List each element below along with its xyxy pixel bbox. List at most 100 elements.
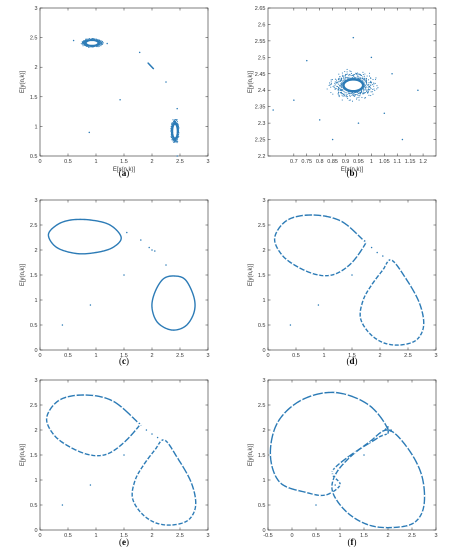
trajectory-point [329,84,331,86]
loop-gap [297,266,300,269]
y-tick-label: 2 [262,248,265,254]
data-point [334,484,336,486]
trajectory-point [359,73,362,75]
data-point [123,274,125,276]
y-axis-label: E[y(n,k)] [248,71,254,94]
loop-gap [362,239,365,241]
trajectory-point [337,83,339,85]
trajectory-point [344,77,346,79]
data-point [165,81,167,83]
trajectory-point [364,73,366,75]
trajectory-point [175,119,178,121]
trajectory-point [353,75,355,78]
trajectory-point [346,71,348,73]
trajectory-point [344,93,346,95]
data-point [389,430,392,432]
trajectory-point [98,45,101,47]
trajectory-point [377,87,379,89]
loop-gap [351,261,353,264]
loop-gap [69,446,72,449]
trajectory-point [80,43,82,45]
trajectory-point [362,80,364,82]
loop-gap [331,469,334,472]
trajectory-point [356,97,358,99]
loop-gap [404,276,407,279]
loop-gap [392,344,395,346]
loop-gap [293,216,296,218]
loop-gap [148,518,151,521]
trajectory-point [350,71,352,73]
data-point [61,504,64,506]
trajectory-point [339,85,341,87]
loop-gap [279,481,281,484]
x-tick-label: 0.5 [64,159,72,165]
trajectory-point [334,88,336,90]
trajectory-point [99,40,101,42]
trajectory-point [338,94,340,96]
trajectory-point [360,90,363,92]
data-layer [45,394,197,526]
trajectory-point [173,119,175,121]
trajectory-point [361,89,363,91]
trajectory-point [346,93,348,96]
data-point [315,504,317,506]
trajectory-point [171,129,173,131]
loop-gap [182,521,185,524]
trajectory-point [176,134,178,136]
data-point [384,428,387,430]
data-point [376,251,378,254]
trajectory-point [176,135,178,137]
trajectory-point [365,89,367,91]
loop-gap [128,435,131,438]
trajectory-point [371,91,373,93]
trajectory-point [170,126,172,128]
trajectory-point [332,93,334,95]
trajectory-point [342,75,344,77]
trajectory-point [171,126,174,128]
data-point [123,454,125,456]
trajectory-point [330,83,332,85]
loop-gap [334,477,337,480]
trajectory-point [339,92,341,94]
trajectory-point [364,85,366,87]
x-tick-label: 0.5 [292,353,300,359]
data-point [119,99,121,101]
data-layer [269,391,426,529]
trajectory-point [360,79,362,81]
trajectory-point [339,88,341,90]
trajectory-point [176,136,178,139]
loop-gap [352,516,355,519]
attractor-loop [47,218,122,255]
x-tick-label: 1.5 [360,533,368,539]
trajectory-point [361,77,363,79]
trajectory-point [173,141,175,143]
trajectory-point [171,139,173,141]
trajectory-point [347,98,349,100]
plot-frame [267,7,437,157]
trajectory-point [342,90,344,92]
trajectory-point [177,133,179,135]
trajectory-point [173,120,175,122]
trajectory-point [365,86,367,88]
y-tick-label: 2 [34,248,37,254]
x-tick-label: 1 [94,353,97,359]
x-tick-label: 0.75 [301,159,312,165]
trajectory-point [340,83,342,85]
x-tick-label: 1.5 [120,353,128,359]
loop-gap [83,394,86,396]
trajectory-point [372,79,374,81]
loop-gap [334,273,337,275]
trajectory-point [326,88,328,90]
loop-gap [276,230,279,233]
trajectory-point [330,91,332,94]
trajectory-point [81,42,83,44]
trajectory-point [170,128,172,130]
y-tick-label: 2.5 [30,403,38,409]
trajectory-point [368,82,370,84]
trajectory-point [339,89,341,91]
loop-gap [164,524,167,526]
loop-gap [187,519,190,521]
trajectory-point [87,45,89,47]
loop-gap [387,343,390,346]
trajectory-point [363,85,365,88]
